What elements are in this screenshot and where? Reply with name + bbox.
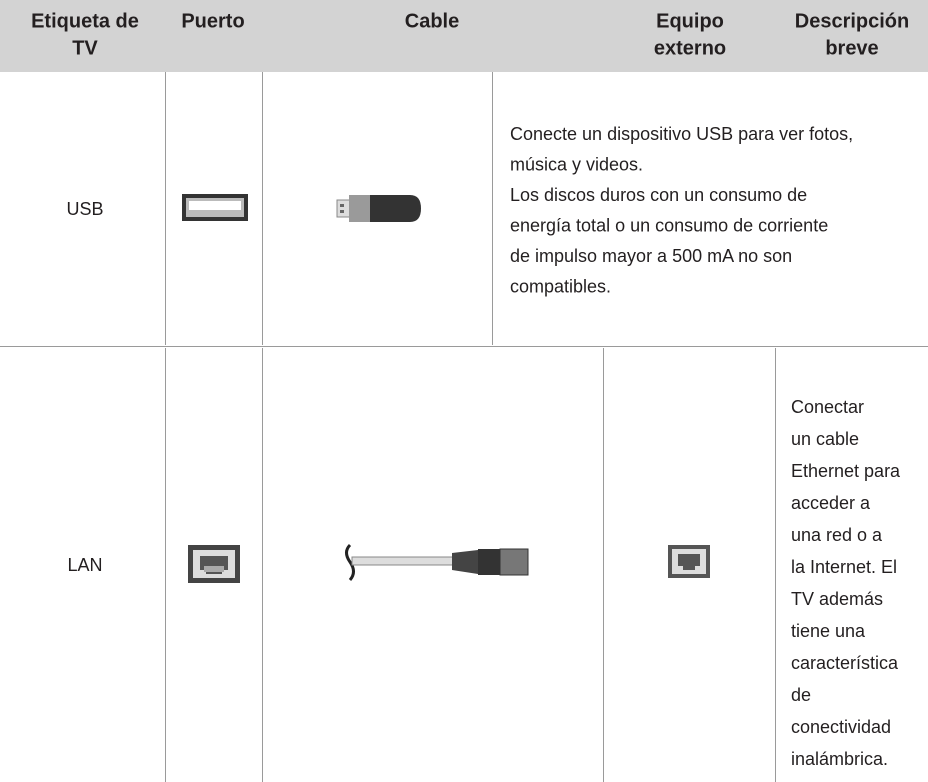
description-line: TV además xyxy=(791,589,883,609)
header-cell: Descripción xyxy=(795,10,909,32)
usb-port-icon xyxy=(182,194,248,221)
header-cell: Equipo xyxy=(656,10,724,32)
description-line: acceder a xyxy=(791,493,871,513)
description-line: un cable xyxy=(791,429,859,449)
lan-port-small-icon xyxy=(668,545,710,578)
description-line: de impulso mayor a 500 mA no son xyxy=(510,246,792,266)
description-line: una red o a xyxy=(791,525,883,545)
description-line: música y videos. xyxy=(510,154,643,174)
header-cell: Cable xyxy=(405,10,459,32)
description-line: Conecte un dispositivo USB para ver foto… xyxy=(510,124,853,144)
header-cell: TV xyxy=(72,37,98,59)
ethernet-cable-icon xyxy=(345,543,529,581)
description-line: la Internet. El xyxy=(791,557,897,577)
description-line: inalámbrica. xyxy=(791,749,888,769)
description-line: característica xyxy=(791,653,899,673)
lan-port-icon xyxy=(188,545,240,583)
grid xyxy=(0,72,928,782)
description-line: conectividad xyxy=(791,717,891,737)
description-line: Ethernet para xyxy=(791,461,901,481)
description-line: tiene una xyxy=(791,621,866,641)
header-cell: Etiqueta de xyxy=(31,10,139,32)
usb-stick-icon xyxy=(336,195,421,222)
description-line: Conectar xyxy=(791,397,864,417)
row-label: USB xyxy=(66,199,103,219)
header-band xyxy=(0,0,928,72)
row-label: LAN xyxy=(67,555,102,575)
header-cell: Puerto xyxy=(181,10,244,32)
description-line: Los discos duros con un consumo de xyxy=(510,185,807,205)
description-line: energía total o un consumo de corriente xyxy=(510,215,828,235)
header-cell: externo xyxy=(654,37,726,59)
description-line: compatibles. xyxy=(510,276,611,296)
description-line: de xyxy=(791,685,811,705)
header-cell: breve xyxy=(825,37,878,59)
